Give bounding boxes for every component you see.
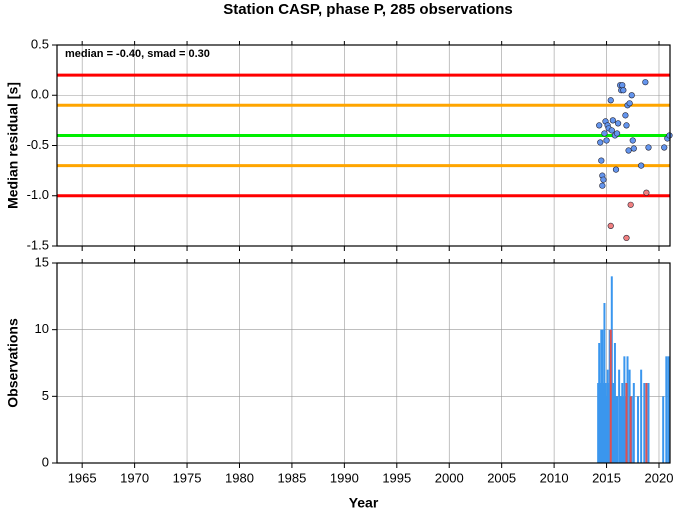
bar xyxy=(667,356,670,463)
bar xyxy=(603,303,606,463)
x-axis-label: Year xyxy=(349,495,379,511)
bar xyxy=(600,329,603,463)
point xyxy=(596,122,603,129)
x-tick-label: 1995 xyxy=(382,470,411,485)
x-tick-label: 2015 xyxy=(592,470,621,485)
point xyxy=(599,182,606,189)
chart-title: Station CASP, phase P, 285 observations xyxy=(223,1,513,18)
bar xyxy=(637,396,640,463)
point xyxy=(629,137,636,144)
point xyxy=(620,87,627,94)
point xyxy=(597,139,604,146)
bar xyxy=(604,383,607,463)
y-tick-label: 15 xyxy=(35,254,49,269)
point xyxy=(661,144,668,151)
x-tick-label: 1975 xyxy=(173,470,202,485)
bar xyxy=(613,343,616,463)
point xyxy=(622,112,629,119)
point xyxy=(619,82,626,89)
bar xyxy=(630,396,633,463)
y-tick-label: 0 xyxy=(42,454,49,469)
point xyxy=(623,234,630,242)
bar xyxy=(619,396,622,463)
bar xyxy=(629,396,632,463)
bar xyxy=(640,369,643,463)
point xyxy=(607,222,614,229)
y-tick-label: -1.0 xyxy=(27,187,49,202)
bar xyxy=(662,396,665,463)
plot-frame xyxy=(56,262,671,464)
bar xyxy=(622,396,625,463)
bar xyxy=(620,396,623,463)
x-tick-label: 2005 xyxy=(487,470,516,485)
point xyxy=(603,137,610,144)
y-tick-label: 5 xyxy=(42,388,49,403)
bar xyxy=(643,383,646,463)
point xyxy=(609,117,616,124)
x-tick-label: 1990 xyxy=(330,470,359,485)
y-tick-label: 0.0 xyxy=(31,87,49,102)
bar xyxy=(608,329,611,463)
bar xyxy=(665,356,668,463)
x-tick-label: 1985 xyxy=(277,470,306,485)
x-tick-label: 2000 xyxy=(435,470,464,485)
point xyxy=(598,157,605,164)
bar xyxy=(598,343,601,463)
bar xyxy=(626,356,629,463)
bar xyxy=(632,383,635,463)
bar xyxy=(599,383,602,463)
y-tick-label: 0.5 xyxy=(31,36,49,51)
bar xyxy=(597,383,600,463)
bar xyxy=(621,383,624,463)
y-tick-label: -0.5 xyxy=(27,137,49,152)
point xyxy=(628,92,635,99)
point xyxy=(625,147,632,154)
bar xyxy=(607,383,610,463)
bar xyxy=(618,369,621,463)
point xyxy=(612,166,620,173)
point xyxy=(601,130,608,137)
point xyxy=(627,201,634,208)
point xyxy=(643,189,650,196)
bar xyxy=(647,383,650,463)
point xyxy=(630,145,637,152)
point xyxy=(608,127,615,134)
x-tick-label: 1965 xyxy=(68,470,97,485)
x-tick-label: 1980 xyxy=(225,470,254,485)
bar xyxy=(606,369,609,463)
bar xyxy=(610,276,613,463)
bar xyxy=(609,329,612,463)
x-tick-label: 1970 xyxy=(120,470,149,485)
x-tick-label: 2020 xyxy=(645,470,674,485)
point xyxy=(638,162,645,169)
bar xyxy=(605,396,608,463)
y-axis-label: Median residual [s] xyxy=(5,82,21,209)
annotation: median = -0.40, smad = 0.30 xyxy=(65,48,210,60)
x-tick-label: 2010 xyxy=(540,470,569,485)
point xyxy=(642,79,649,86)
bar xyxy=(611,383,614,463)
point xyxy=(614,120,622,127)
y-axis-label: Observations xyxy=(5,318,21,408)
point xyxy=(645,144,652,151)
bar xyxy=(628,369,631,463)
point xyxy=(623,122,630,129)
point xyxy=(626,100,633,107)
bar xyxy=(623,356,626,463)
point xyxy=(613,130,621,137)
bar xyxy=(602,383,605,463)
bar xyxy=(612,383,615,463)
plot-frame xyxy=(56,44,671,247)
point xyxy=(607,97,614,104)
bar xyxy=(614,396,617,463)
point xyxy=(600,176,607,183)
bar xyxy=(625,383,628,463)
bar xyxy=(645,383,648,463)
bar xyxy=(601,329,604,463)
y-tick-label: -1.5 xyxy=(27,237,49,252)
y-tick-label: 10 xyxy=(35,321,49,336)
bar xyxy=(616,396,619,463)
bar xyxy=(624,396,627,463)
